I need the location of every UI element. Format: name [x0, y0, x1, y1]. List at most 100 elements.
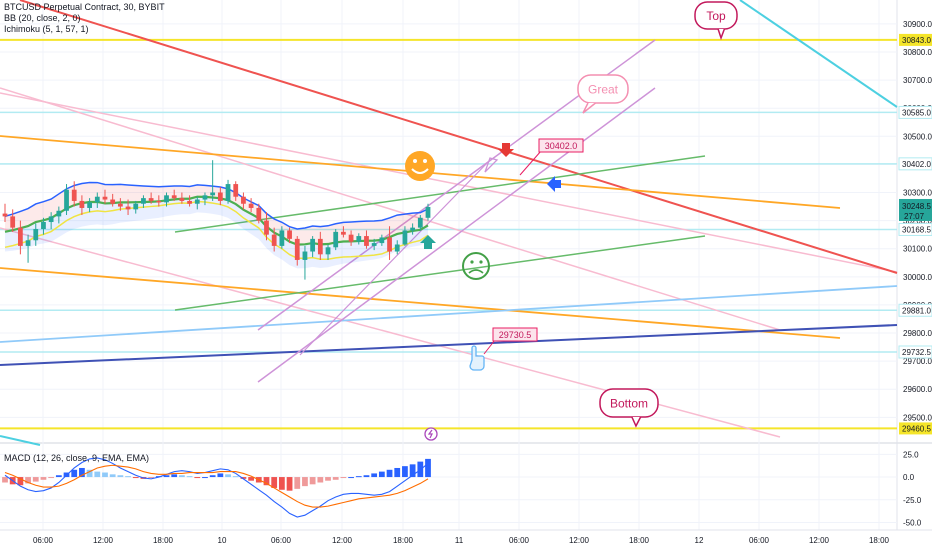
candle-body [141, 198, 146, 204]
candle-body [341, 231, 346, 235]
price-axis-label: 29500.0 [903, 413, 932, 422]
time-axis-label: 18:00 [393, 536, 414, 545]
price-note-30402-label: 30402.0 [545, 141, 578, 151]
candle-body [41, 222, 46, 230]
macd-histogram-bar [40, 477, 47, 480]
candle-body [225, 184, 231, 201]
macd-histogram-bar [94, 471, 101, 478]
price-axis-label: 29600.0 [903, 385, 932, 394]
macd-histogram-bar [286, 477, 293, 491]
time-axis-label: 18:00 [629, 536, 650, 545]
hand-pointer-icon [469, 345, 485, 371]
candle-body [410, 227, 416, 231]
macd-histogram-bar [71, 469, 78, 478]
macd-histogram-bar [263, 477, 270, 486]
price-note-29730: 29730.5 [483, 327, 538, 355]
smiley-mouth [411, 168, 429, 174]
price-axis-label: 30700.0 [903, 76, 932, 85]
candle-body [10, 216, 16, 228]
time-axis-label: 06:00 [33, 536, 54, 545]
candle-body [79, 200, 85, 208]
event-marker-icon [424, 427, 438, 441]
great-callout-box [577, 74, 629, 104]
time-axis-label: 18:00 [153, 536, 174, 545]
macd-histogram-bar [171, 474, 178, 478]
candle-body [356, 236, 362, 242]
candle-body [379, 237, 385, 244]
macd-histogram-bar [278, 477, 285, 490]
resistance-line [19, 0, 898, 274]
macd-histogram-bar [248, 477, 254, 481]
macd-axis-label: 25.0 [903, 450, 919, 459]
sad-face-outline [462, 252, 490, 280]
top-callout-label: Top [706, 9, 726, 23]
price-axis-label: 29800.0 [903, 329, 932, 338]
time-axis-label: 12:00 [332, 536, 353, 545]
bottom-callout-box [599, 388, 659, 418]
candle-body [179, 198, 185, 201]
up-arrow-icon [420, 235, 436, 249]
smiley-eye [413, 159, 417, 163]
candle-body [317, 238, 323, 255]
smiley-face [405, 151, 435, 181]
symbol-legend: BTCUSD Perpetual Contract, 30, BYBIT [4, 2, 165, 12]
candle-body [187, 200, 192, 204]
ichimoku-legend: Ichimoku (5, 1, 57, 1) [4, 24, 89, 34]
aqua-trend-line [0, 435, 41, 446]
macd-axis-label: 0.0 [903, 473, 915, 482]
price-level-tag-label: 30585.0 [902, 108, 931, 117]
time-axis-label: 18:00 [869, 536, 890, 545]
price-level-tag [899, 33, 932, 46]
time-axis-label: 06:00 [749, 536, 770, 545]
orange-trend-line [0, 267, 841, 339]
candle-body [402, 230, 408, 245]
macd-histogram-bar [186, 476, 193, 478]
chart-legend: BTCUSD Perpetual Contract, 30, BYBIT BB … [4, 2, 165, 35]
price-note-29730-pointer [483, 339, 496, 355]
great-callout: Great [577, 74, 629, 114]
price-axis-label: 30100.0 [903, 245, 932, 254]
price-level-tag-label: 30402.0 [902, 160, 931, 169]
smiley-eye [423, 159, 427, 163]
macd-histogram-bar [125, 476, 131, 478]
candle-body [264, 220, 269, 235]
candle-body [302, 251, 308, 260]
price-level-tag [898, 222, 932, 236]
top-callout-tail [717, 28, 726, 41]
macd-histogram-bar [332, 477, 339, 480]
macd-histogram-bar [325, 477, 331, 481]
candle-body [325, 247, 331, 255]
price-note-29730-label: 29730.5 [499, 330, 532, 340]
candle-body [256, 207, 262, 221]
candle-body [148, 198, 154, 201]
price-axis-label: 30200.0 [903, 217, 932, 226]
navy-trend-line [0, 324, 898, 366]
bottom-callout-label: Bottom [610, 397, 648, 411]
candle-body [56, 210, 62, 217]
price-level-tag [898, 157, 932, 171]
top-callout-box [694, 1, 738, 30]
macd-histogram-bar [378, 471, 385, 478]
price-axis-label: 29700.0 [903, 357, 932, 366]
candle-body [364, 236, 369, 246]
time-axis-label: 12 [695, 536, 704, 545]
price-level-tag [898, 345, 932, 359]
price-level-tag [898, 105, 932, 119]
great-callout-tail [582, 102, 596, 114]
candle-body [294, 238, 300, 260]
macd-signal-line [4, 464, 429, 508]
candle-body [164, 195, 169, 203]
candle-body [287, 230, 292, 239]
sad-face-eye [470, 260, 474, 264]
macd-histogram-bar [402, 466, 408, 478]
candle-body [133, 203, 139, 210]
price-level-tag-label: 30843.0 [902, 36, 931, 45]
last-price-tag [899, 198, 932, 221]
candle-body [17, 227, 23, 246]
macd-histogram-bar [355, 476, 362, 478]
great-callout-label: Great [588, 83, 619, 97]
last-price-label: 30248.5 [902, 202, 931, 211]
candle-body [241, 196, 246, 204]
candle-body [217, 192, 223, 201]
